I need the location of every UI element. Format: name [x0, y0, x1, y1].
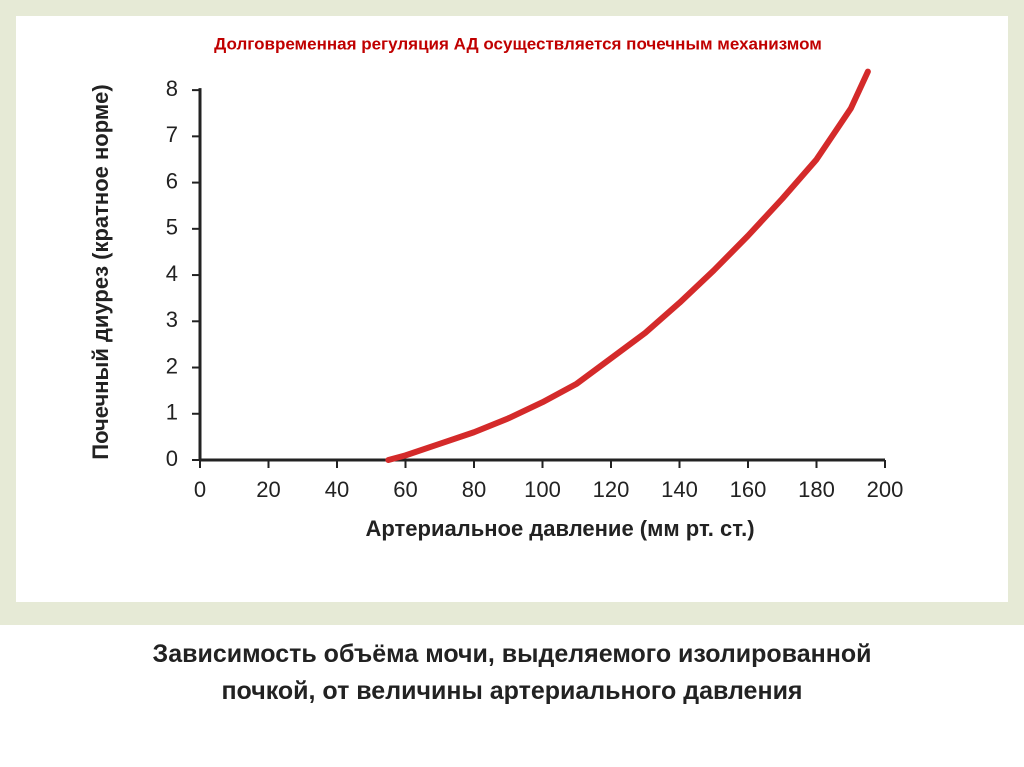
y-tick-label: 7 [166, 122, 178, 147]
x-tick-label: 60 [393, 477, 417, 502]
x-tick-label: 120 [593, 477, 630, 502]
chart: Долговременная регуляция АД осуществляет… [88, 34, 904, 541]
y-tick-label: 3 [166, 307, 178, 332]
x-tick-label: 100 [524, 477, 561, 502]
x-tick-label: 140 [661, 477, 698, 502]
x-tick-label: 180 [798, 477, 835, 502]
caption-line: Зависимость объёма мочи, выделяемого изо… [152, 640, 872, 668]
y-tick-label: 5 [166, 215, 178, 240]
y-tick-label: 0 [166, 446, 178, 471]
x-tick-label: 80 [462, 477, 486, 502]
y-tick-label: 2 [166, 353, 178, 378]
y-tick-label: 6 [166, 168, 178, 193]
y-axis-label: Почечный диурез (кратное норме) [88, 84, 113, 459]
data-line [385, 68, 871, 463]
x-tick-label: 0 [194, 477, 206, 502]
x-axis-label: Артериальное давление (мм рт. ст.) [365, 516, 754, 541]
x-tick-label: 40 [325, 477, 349, 502]
y-tick-label: 4 [166, 261, 178, 286]
x-tick-label: 160 [730, 477, 767, 502]
chart-title: Долговременная регуляция АД осуществляет… [214, 34, 822, 53]
caption-line: почкой, от величины артериального давлен… [221, 677, 803, 705]
slide-panel [16, 16, 1008, 602]
x-tick-label: 200 [867, 477, 904, 502]
x-tick-label: 20 [256, 477, 280, 502]
y-tick-label: 8 [166, 76, 178, 101]
y-tick-label: 1 [166, 400, 178, 425]
